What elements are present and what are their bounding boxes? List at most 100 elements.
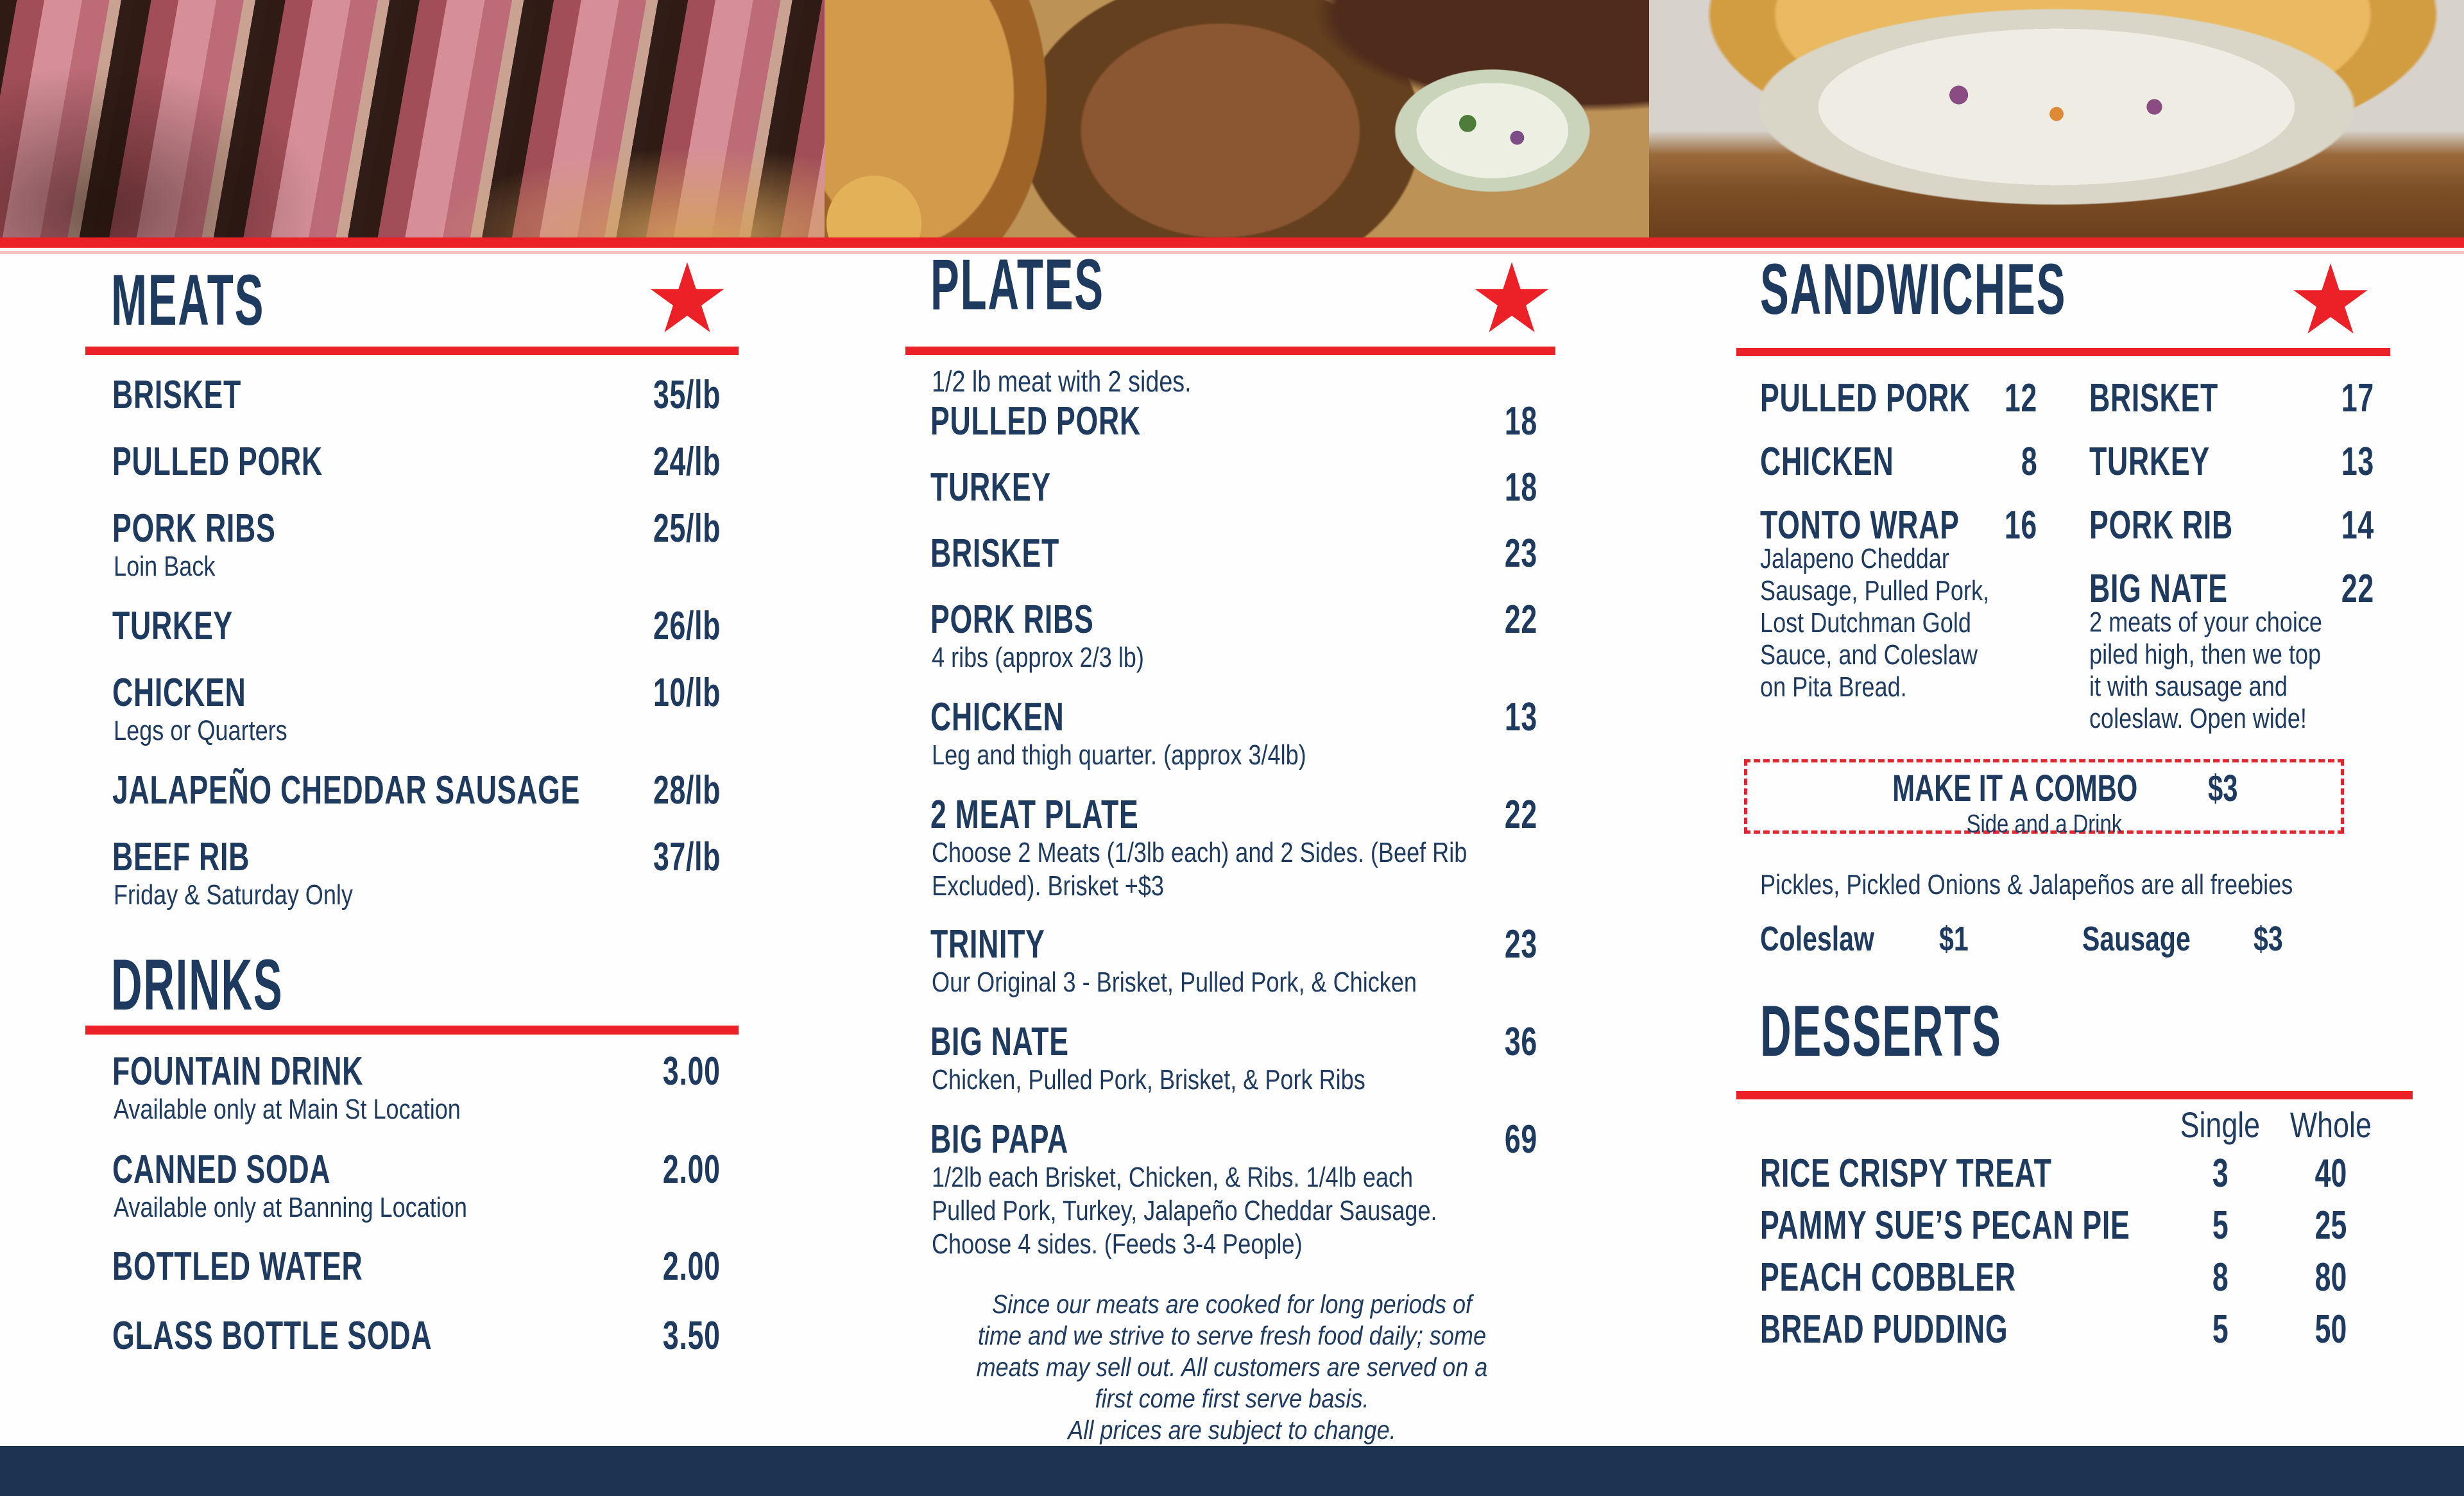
bbq-plate-photo xyxy=(825,0,1649,237)
item-name: PORK RIBS xyxy=(112,506,276,551)
combo-title: MAKE IT A COMBO $3 xyxy=(1892,768,2237,809)
item-description: Legs or Quarters xyxy=(114,715,287,746)
menu-item-row: PORK RIBS 22 xyxy=(930,598,1537,644)
item-description: Available only at Banning Location xyxy=(114,1192,467,1223)
menu-disclaimer-note: Since our meats are cooked for long peri… xyxy=(976,1289,1488,1445)
item-price: 18 xyxy=(1504,399,1537,443)
menu-item-row: 2 MEAT PLATE 22 xyxy=(930,793,1537,839)
item-name: PULLED PORK xyxy=(1760,376,1971,420)
item-name: BRISKET xyxy=(930,531,1059,576)
extra-price: $1 xyxy=(1939,920,1969,958)
item-name: CHICKEN xyxy=(1760,440,1894,484)
item-name: PULLED PORK xyxy=(112,440,323,484)
section-underline xyxy=(85,347,739,355)
item-price: 17 xyxy=(2341,376,2374,420)
item-name: PORK RIB xyxy=(2089,503,2234,547)
item-price-whole: 50 xyxy=(2314,1307,2347,1352)
item-description: Leg and thigh quarter. (approx 3/4lb) xyxy=(932,739,1306,771)
item-description: 2 meats of your choice piled high, then … xyxy=(2089,606,2322,734)
item-price: 3.50 xyxy=(663,1314,721,1358)
star-icon: ★ xyxy=(2287,246,2374,354)
extra-price: $3 xyxy=(2254,920,2283,958)
menu-item-row: BRISKET 17 xyxy=(2089,376,2374,422)
item-name: BEEF RIB xyxy=(112,835,250,879)
desserts-section-title: DESSERTS xyxy=(1760,991,2002,1071)
star-icon: ★ xyxy=(1468,245,1555,352)
plates-section-title: PLATES xyxy=(930,245,1104,325)
freebies-note: Pickles, Pickled Onions & Jalapeños are … xyxy=(1760,869,2293,900)
item-price: 26/lb xyxy=(653,604,721,648)
item-name: JALAPEÑO CHEDDAR SAUSAGE xyxy=(112,768,581,812)
item-description: Chicken, Pulled Pork, Brisket, & Pork Ri… xyxy=(932,1064,1365,1096)
menu-item-row: BIG PAPA 69 xyxy=(930,1117,1537,1164)
menu-item-row: BIG NATE 36 xyxy=(930,1020,1537,1066)
item-price: 22 xyxy=(2341,567,2374,611)
menu-item-row: PORK RIB 14 xyxy=(2089,503,2374,549)
menu-item-row: TURKEY 13 xyxy=(2089,440,2374,486)
item-price-single: 5 xyxy=(2212,1203,2229,1248)
menu-item-row: CANNED SODA 2.00 xyxy=(112,1148,721,1194)
menu-item-row: BEEF RIB 37/lb xyxy=(112,835,721,881)
item-price: 23 xyxy=(1504,531,1537,576)
sliced-brisket-photo xyxy=(0,0,825,237)
menu-item-row: BIG NATE 22 xyxy=(2089,567,2374,613)
item-name: PEACH COBBLER xyxy=(1760,1255,2016,1300)
sandwiches-section-title: SANDWICHES xyxy=(1760,249,2067,329)
item-price: 8 xyxy=(2021,440,2037,484)
menu-item-row: PULLED PORK 24/lb xyxy=(112,440,721,486)
item-price: 18 xyxy=(1504,465,1537,510)
menu-item-row: CHICKEN 13 xyxy=(930,695,1537,741)
star-icon: ★ xyxy=(644,245,731,352)
item-name: BRISKET xyxy=(2089,376,2218,420)
item-name: TONTO WRAP xyxy=(1760,503,1960,547)
item-name: TURKEY xyxy=(112,604,233,648)
menu-item-row: TURKEY 18 xyxy=(930,465,1537,512)
item-price: 69 xyxy=(1504,1117,1537,1162)
pulled-pork-sandwich-photo xyxy=(1649,0,2464,237)
menu-item-row: PULLED PORK 18 xyxy=(930,399,1537,445)
menu-item-row: CHICKEN 8 xyxy=(1760,440,2037,486)
item-price: 37/lb xyxy=(653,835,721,879)
item-description: 4 ribs (approx 2/3 lb) xyxy=(932,642,1144,673)
item-price: 22 xyxy=(1504,793,1537,837)
item-name: CHICKEN xyxy=(930,695,1065,739)
item-name: FOUNTAIN DRINK xyxy=(112,1049,364,1094)
menu-item-row: BRISKET 35/lb xyxy=(112,373,721,419)
menu-item-row: GLASS BOTTLE SODA 3.50 xyxy=(112,1314,721,1360)
item-name: PORK RIBS xyxy=(930,598,1094,642)
item-price: 14 xyxy=(2341,503,2374,547)
extra-name: Coleslaw xyxy=(1760,920,1874,958)
section-underline xyxy=(905,347,1555,355)
menu-item-row: BOTTLED WATER 2.00 xyxy=(112,1244,721,1291)
menu-item-row: PORK RIBS 25/lb xyxy=(112,506,721,553)
item-description: Available only at Main St Location xyxy=(114,1094,461,1125)
item-price: 35/lb xyxy=(653,373,721,417)
item-name: BIG NATE xyxy=(930,1020,1069,1064)
item-name: CHICKEN xyxy=(112,671,246,715)
menu-item-row: BRISKET 23 xyxy=(930,531,1537,578)
item-price: 22 xyxy=(1504,598,1537,642)
plates-subtitle: 1/2 lb meat with 2 sides. xyxy=(932,365,1192,398)
item-name: TURKEY xyxy=(2089,440,2210,484)
item-description: Friday & Saturday Only xyxy=(114,879,353,911)
menu-item-row: CHICKEN 10/lb xyxy=(112,671,721,717)
menu-item-row: FOUNTAIN DRINK 3.00 xyxy=(112,1049,721,1096)
item-name: GLASS BOTTLE SODA xyxy=(112,1314,432,1358)
item-name: TURKEY xyxy=(930,465,1051,510)
item-price: 16 xyxy=(2004,503,2037,547)
item-price: 3.00 xyxy=(663,1049,721,1094)
extra-name: Sausage xyxy=(2082,920,2191,958)
item-price: 25/lb xyxy=(653,506,721,551)
menu-item-row: TURKEY 26/lb xyxy=(112,604,721,650)
extra-sausage: Sausage $3 xyxy=(2082,919,2292,959)
item-price: 36 xyxy=(1504,1020,1537,1064)
item-price: 24/lb xyxy=(653,440,721,484)
item-name: PULLED PORK xyxy=(930,399,1141,443)
item-price: 2.00 xyxy=(663,1148,721,1192)
item-name: BOTTLED WATER xyxy=(112,1244,363,1289)
item-price: 2.00 xyxy=(663,1244,721,1289)
item-price: 23 xyxy=(1504,922,1537,967)
item-price-whole: 40 xyxy=(2314,1151,2347,1196)
menu-item-row: PULLED PORK 12 xyxy=(1760,376,2037,422)
